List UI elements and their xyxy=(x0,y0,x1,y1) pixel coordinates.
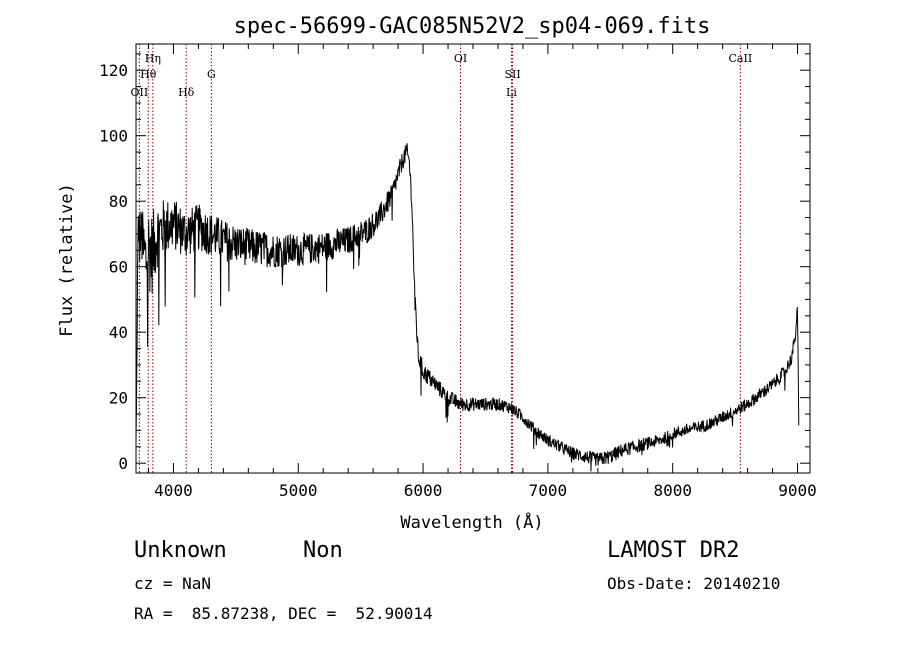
x-tick-label: 7000 xyxy=(529,481,568,500)
y-tick-label: 20 xyxy=(109,389,128,408)
marker-label: G xyxy=(207,68,216,81)
spectrum-line xyxy=(135,143,800,472)
emission-line-markers: Hη Hθ OII G Hδ OI SII Li CaII xyxy=(131,44,753,473)
object-class: Unknown xyxy=(134,538,227,563)
marker-label: OII xyxy=(131,86,149,99)
object-subclass: Non xyxy=(303,538,343,563)
y-tick-label: 120 xyxy=(99,61,128,80)
survey-name: LAMOST DR2 xyxy=(607,538,740,563)
y-axis-ticks: 0 20 40 60 80 100 120 xyxy=(99,53,810,473)
marker-label: CaII xyxy=(729,52,753,65)
y-tick-label: 80 xyxy=(109,192,128,211)
x-tick-label: 4000 xyxy=(154,481,193,500)
x-axis-label: Wavelength (Å) xyxy=(400,511,543,533)
x-tick-label: 9000 xyxy=(778,481,817,500)
y-tick-label: 100 xyxy=(99,127,128,146)
coordinates: RA = 85.87238, DEC = 52.90014 xyxy=(134,604,433,623)
chart-title: spec-56699-GAC085N52V2_sp04-069.fits xyxy=(234,14,711,39)
marker-label: Li xyxy=(506,86,517,99)
y-axis-label: Flux (relative) xyxy=(57,183,77,337)
y-tick-label: 60 xyxy=(109,258,128,277)
x-axis-ticks: 4000 5000 6000 7000 8000 9000 xyxy=(147,44,817,500)
x-tick-label: 6000 xyxy=(404,481,443,500)
y-tick-label: 40 xyxy=(109,323,128,342)
x-tick-label: 5000 xyxy=(279,481,318,500)
y-tick-label: 0 xyxy=(118,454,128,473)
marker-label: Hθ xyxy=(140,68,157,81)
redshift-cz: cz = NaN xyxy=(134,574,212,593)
spectrum-chart: spec-56699-GAC085N52V2_sp04-069.fits HηH… xyxy=(57,14,817,533)
x-tick-label: 8000 xyxy=(653,481,692,500)
marker-label: OI xyxy=(454,52,467,65)
marker-label: SII xyxy=(504,68,520,81)
marker-label: Hη xyxy=(145,52,161,65)
marker-label: Hδ xyxy=(178,86,195,99)
observation-date: Obs-Date: 20140210 xyxy=(607,574,781,593)
